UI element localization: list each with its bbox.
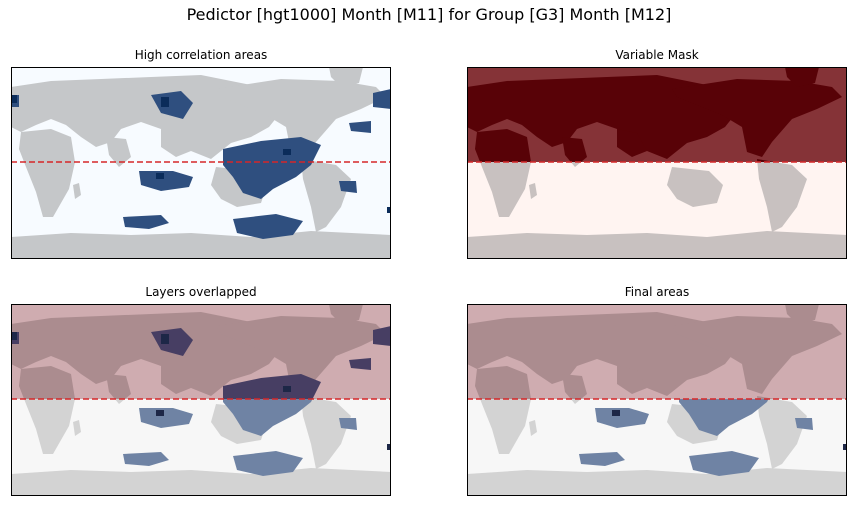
land-greenland	[329, 67, 363, 87]
land-madagascar	[529, 183, 537, 199]
land-india	[570, 162, 581, 167]
land-madagascar	[73, 420, 81, 436]
land-south-america	[301, 159, 351, 232]
land-india	[106, 374, 131, 399]
land-india	[114, 399, 125, 404]
land-north-layer	[467, 304, 842, 399]
land-south-layer	[467, 162, 847, 259]
dark-cell-pacific-2	[283, 386, 291, 392]
region-pacific-north	[679, 399, 769, 436]
land-australia	[667, 167, 723, 207]
map-final-areas	[467, 304, 847, 496]
region-pacific-south	[139, 408, 193, 428]
land-africa	[19, 129, 75, 217]
land-southeast-asia	[161, 129, 191, 157]
land-southeast-asia	[161, 366, 191, 394]
region-north-america-east	[373, 326, 391, 346]
dark-cell-pacific-1	[612, 410, 620, 416]
land-antarctica	[467, 468, 847, 496]
region-southern-ocean-central	[233, 451, 303, 476]
land-india	[562, 137, 587, 162]
dark-cell-pacific-2	[283, 149, 291, 155]
land-north-layer	[11, 304, 386, 399]
region-south-atlantic	[339, 181, 357, 193]
land-africa	[475, 129, 531, 162]
land-south-america	[757, 399, 807, 469]
correlation-regions	[11, 89, 391, 239]
region-pacific-south	[139, 171, 193, 191]
panel-title-layers-overlapped: Layers overlapped	[145, 285, 257, 299]
land-south-america	[757, 162, 807, 232]
land-south-america	[757, 159, 775, 162]
region-southern-ocean-central	[689, 451, 759, 476]
map-layers-overlapped	[11, 304, 391, 496]
region-southern-ocean-west	[123, 215, 169, 229]
land-madagascar	[73, 183, 81, 199]
land-south-layer	[11, 399, 391, 496]
region-north-atlantic	[349, 121, 371, 133]
region-southern-ocean-west	[579, 452, 625, 466]
land-north-america	[672, 79, 842, 157]
correlation-dark-cells	[11, 95, 391, 213]
region-southern-ocean-west	[123, 452, 169, 466]
dark-cell-europe	[11, 95, 17, 103]
regions-dark-cells	[11, 332, 391, 450]
land-north-america	[216, 79, 386, 157]
panel-title-variable-mask: Variable Mask	[615, 48, 699, 62]
land-southeast-asia	[617, 129, 647, 157]
land-africa	[480, 162, 531, 217]
land-greenland	[785, 67, 819, 87]
axes-frame	[11, 67, 391, 259]
region-north-america-east	[373, 89, 391, 109]
dark-cell-asia	[161, 334, 169, 344]
panel-high-correlation: High correlation areas	[11, 48, 391, 259]
dark-cell-asia	[161, 97, 169, 107]
region-pacific-north	[223, 374, 321, 399]
region-south-atlantic	[795, 418, 813, 430]
axes-frame	[467, 304, 847, 496]
land-south-america	[301, 399, 351, 469]
land-africa	[480, 399, 531, 454]
panel-layers-overlapped: Layers overlapped	[11, 285, 391, 496]
land-north-america	[216, 316, 386, 394]
land-antarctica	[467, 231, 847, 259]
dark-cell-pacific-1	[156, 410, 164, 416]
region-south-atlantic	[339, 418, 357, 430]
land-africa	[24, 399, 75, 454]
land-southeast-asia	[617, 366, 647, 394]
land-madagascar	[529, 420, 537, 436]
land-north-america	[672, 316, 842, 394]
panel-title-high-correlation: High correlation areas	[134, 48, 268, 62]
land-india	[106, 137, 131, 167]
region-north-atlantic	[349, 358, 371, 370]
map-variable-mask	[467, 67, 847, 259]
region-pacific-south	[595, 408, 649, 428]
land-africa	[19, 366, 75, 399]
panel-final-areas: Final areas	[467, 285, 847, 496]
land-africa	[475, 366, 531, 399]
panel-title-final-areas: Final areas	[624, 285, 690, 299]
land-greenland	[329, 304, 363, 324]
axes-frame	[467, 67, 847, 259]
land-india	[562, 374, 587, 399]
axes-frame	[11, 304, 391, 496]
panel-variable-mask: Variable Mask	[467, 48, 847, 259]
land-greenland	[785, 304, 819, 324]
land-south-america	[757, 396, 775, 399]
dark-cell-europe	[11, 332, 17, 340]
figure-title: Pedictor [hgt1000] Month [M11] for Group…	[186, 5, 672, 24]
map-high-correlation	[11, 67, 391, 259]
land-layer	[11, 67, 391, 259]
final-regions	[579, 399, 813, 476]
region-pacific-north	[223, 399, 313, 436]
land-antarctica	[11, 231, 391, 259]
region-southern-ocean-central	[233, 214, 303, 239]
land-india	[570, 399, 581, 404]
regions-south	[123, 399, 357, 476]
dark-cell-pacific-1	[156, 173, 164, 179]
land-north-layer	[467, 67, 842, 162]
land-antarctica	[11, 468, 391, 496]
region-pacific-north	[223, 137, 321, 199]
